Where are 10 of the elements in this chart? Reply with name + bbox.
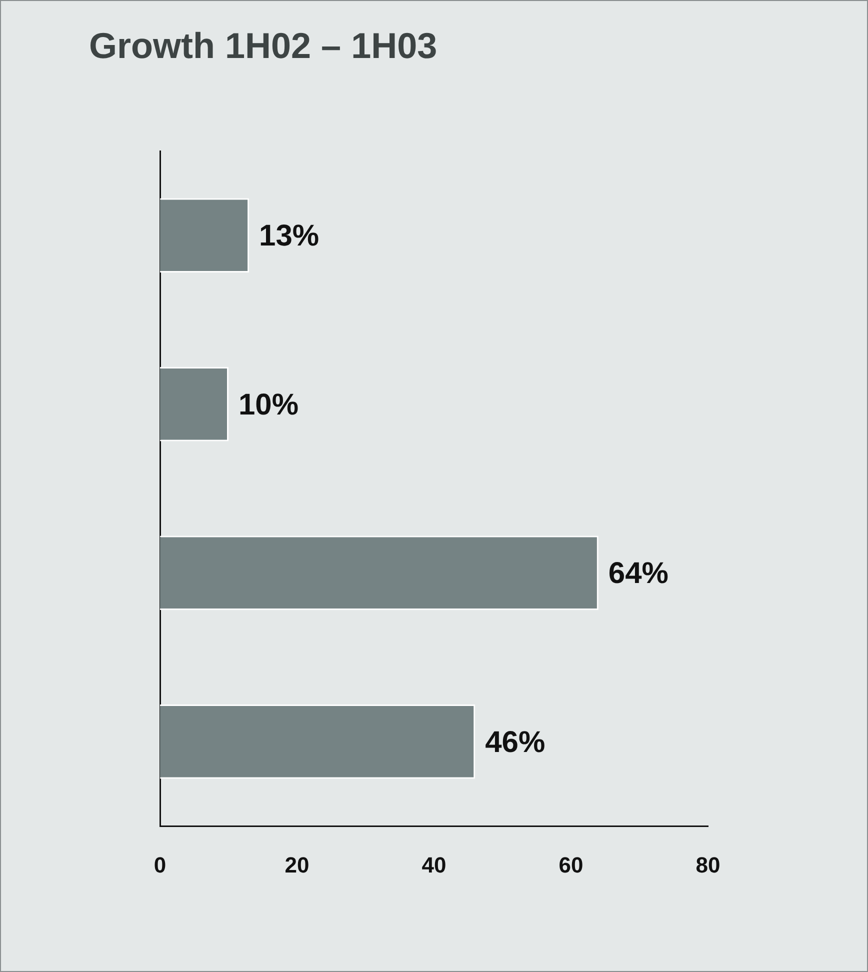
chart-title: Growth 1H02 – 1H03 [89, 25, 438, 67]
x-tick-label: 20 [284, 852, 310, 878]
data-label: 13% [259, 220, 320, 253]
data-label: 46% [485, 726, 546, 759]
data-label: 64% [608, 557, 668, 590]
x-tick-label: 80 [696, 852, 720, 878]
x-tick-label: 60 [558, 852, 584, 878]
data-label: 10% [238, 388, 299, 422]
x-tick-label: 40 [422, 852, 446, 878]
x-tick-label: 0 [154, 852, 166, 878]
